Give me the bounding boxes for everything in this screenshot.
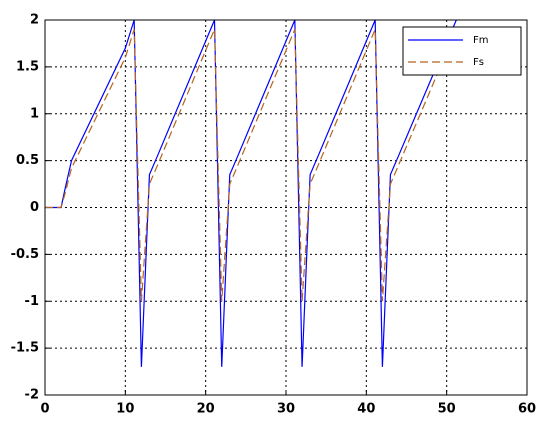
legend: Fm Fs [402,26,522,76]
line-fm [45,19,457,367]
x-tick-label: 50 [438,402,456,417]
legend-label: Fs [473,57,484,68]
y-tick-label: -1.5 [11,341,39,356]
y-tick-label: 2 [30,13,39,28]
x-tick-label: 20 [197,402,215,417]
x-tick-label: 10 [116,402,134,417]
x-tick-label: 0 [40,402,49,417]
x-tick-label: 60 [518,402,536,417]
y-tick-label: 0 [30,200,39,215]
y-tick-label: -2 [25,388,39,403]
y-tick-label: -1 [25,294,39,309]
line-fs [45,29,457,302]
y-tick-label: 1 [30,106,39,121]
x-tick-label: 30 [277,402,295,417]
y-tick-label: -0.5 [11,247,39,262]
axes-box [44,19,528,396]
y-tick-label: 0.5 [16,153,39,168]
y-tick-label: 1.5 [16,59,39,74]
legend-box [402,26,522,76]
x-tick-label: 40 [357,402,375,417]
legend-label: Fm [473,35,489,46]
